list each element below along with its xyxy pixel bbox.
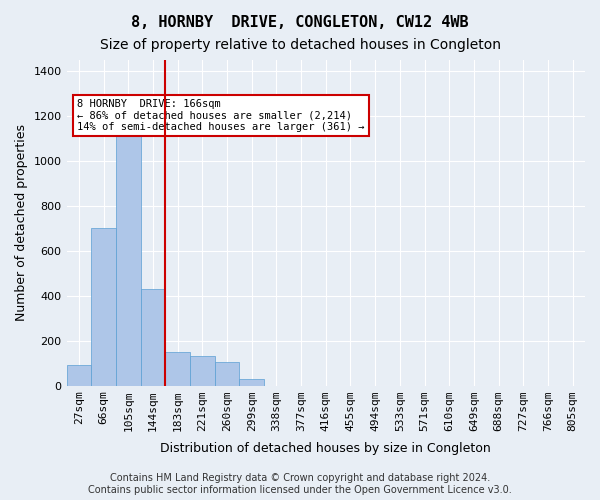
- Bar: [190, 356, 215, 386]
- Bar: [67, 366, 91, 386]
- Bar: [239, 379, 264, 386]
- Bar: [91, 228, 116, 386]
- Text: Size of property relative to detached houses in Congleton: Size of property relative to detached ho…: [100, 38, 500, 52]
- Y-axis label: Number of detached properties: Number of detached properties: [15, 124, 28, 322]
- Bar: [140, 289, 165, 386]
- Text: 8, HORNBY  DRIVE, CONGLETON, CW12 4WB: 8, HORNBY DRIVE, CONGLETON, CW12 4WB: [131, 15, 469, 30]
- Bar: [116, 132, 140, 386]
- Text: Contains HM Land Registry data © Crown copyright and database right 2024.
Contai: Contains HM Land Registry data © Crown c…: [88, 474, 512, 495]
- Bar: [215, 362, 239, 386]
- X-axis label: Distribution of detached houses by size in Congleton: Distribution of detached houses by size …: [160, 442, 491, 455]
- Text: 8 HORNBY  DRIVE: 166sqm
← 86% of detached houses are smaller (2,214)
14% of semi: 8 HORNBY DRIVE: 166sqm ← 86% of detached…: [77, 99, 364, 132]
- Bar: [165, 352, 190, 386]
